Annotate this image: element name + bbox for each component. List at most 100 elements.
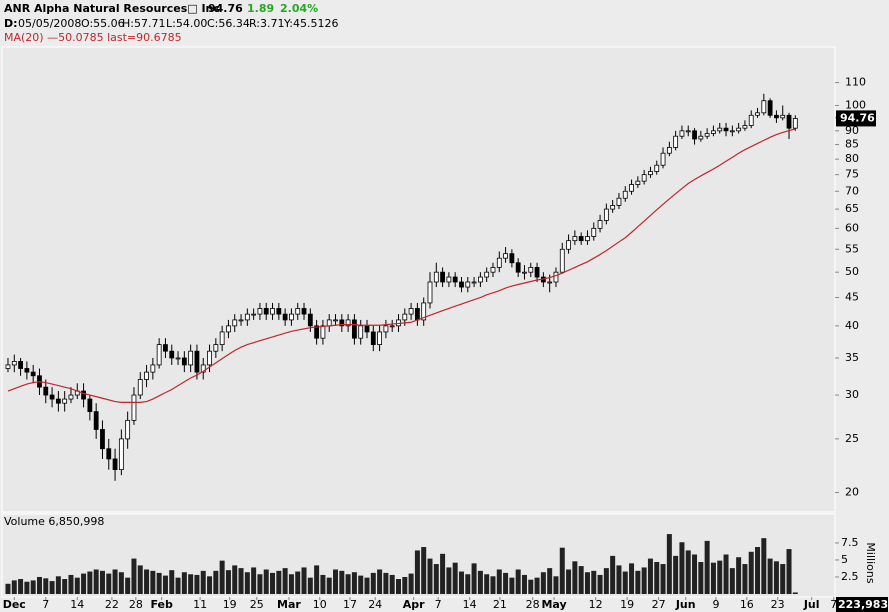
candle-body — [711, 130, 716, 134]
volume-bar — [188, 574, 194, 594]
candle-body — [559, 248, 565, 273]
candle-body — [648, 171, 653, 176]
volume-bar — [99, 570, 105, 594]
candle-body — [496, 257, 502, 268]
candle-body — [459, 281, 464, 288]
volume-bar — [742, 564, 748, 594]
volume-bar — [433, 564, 439, 594]
y-tick-label: 70 — [845, 184, 859, 197]
info-range: R:3.71 — [249, 17, 285, 30]
volume-bar — [112, 569, 118, 594]
candle-body — [666, 147, 672, 154]
volume-bar — [660, 564, 666, 594]
volume-bar — [465, 574, 471, 594]
volume-bar — [710, 562, 716, 594]
candle-body — [175, 357, 181, 360]
candle-body — [446, 276, 452, 283]
candle-body — [616, 197, 622, 206]
candle-body — [43, 386, 49, 396]
ma-line — [7, 128, 796, 403]
volume-bar — [440, 553, 446, 594]
candle-body — [326, 319, 332, 327]
volume-bar — [295, 571, 301, 594]
candle-body — [792, 118, 798, 129]
candle-body — [150, 364, 156, 373]
volume-bar — [654, 562, 660, 594]
x-tick-label: Dec — [3, 598, 26, 611]
candle-body — [452, 276, 458, 283]
volume-bar — [408, 573, 414, 594]
volume-bar — [288, 574, 294, 594]
y-tick-label: 2.5 — [841, 570, 859, 583]
x-tick-label: Mar — [277, 598, 301, 611]
volume-bar — [679, 542, 685, 594]
volume-bar — [484, 574, 490, 594]
volume-bar — [106, 573, 112, 594]
candle-body — [780, 114, 786, 119]
candle-body — [440, 271, 445, 283]
volume-bar — [125, 577, 131, 594]
y-tick-label: 20 — [845, 486, 859, 499]
volume-bar — [137, 565, 143, 594]
candle-body — [131, 394, 137, 421]
volume-bar — [540, 572, 546, 594]
volume-bar — [748, 551, 754, 594]
volume-bar — [18, 579, 24, 594]
x-tick-label: Jun — [675, 598, 696, 611]
candle-body — [188, 350, 194, 366]
candle-body — [370, 331, 376, 345]
candle-body — [49, 394, 55, 400]
candle-body — [685, 130, 691, 133]
x-tick-label: 19 — [223, 598, 237, 611]
y-tick-label: 55 — [845, 242, 859, 255]
candle-body — [345, 319, 351, 327]
candle-body — [320, 325, 326, 339]
volume-bar — [755, 547, 761, 594]
candle-body — [207, 350, 212, 366]
volume-bar — [616, 565, 622, 594]
volume-bar — [446, 567, 452, 594]
volume-bar — [175, 577, 181, 594]
candle-body — [553, 271, 559, 283]
volume-bar — [458, 571, 464, 594]
x-tick-label: 28 — [129, 598, 143, 611]
candle-body — [251, 313, 257, 316]
volume-bar — [685, 550, 691, 594]
candle-body — [786, 114, 792, 129]
volume-bar — [156, 572, 162, 594]
price: 94.76 — [208, 2, 243, 15]
candle-body — [125, 419, 131, 440]
candle-body — [169, 350, 175, 359]
x-tick-label: 16 — [740, 598, 754, 611]
candle-body — [289, 313, 294, 321]
last-volume-box — [836, 597, 888, 612]
last-price-box — [836, 110, 876, 127]
candle-body — [352, 319, 357, 339]
candle-body — [572, 236, 578, 242]
candle-body — [18, 361, 23, 369]
candle-body — [112, 458, 118, 471]
candle-body — [484, 271, 490, 278]
candle-body — [62, 398, 68, 404]
volume-bar — [521, 574, 527, 594]
volume-bar — [553, 576, 559, 594]
candle-body — [761, 100, 767, 114]
volume-bar — [225, 570, 231, 594]
volume-bar — [559, 547, 565, 594]
volume-bar — [339, 570, 345, 594]
candle-body — [11, 361, 17, 366]
volume-bar — [307, 577, 313, 594]
candle-body — [81, 390, 86, 400]
y-tick-label: 75 — [845, 168, 859, 181]
volume-bar — [584, 572, 590, 594]
x-tick-label: Feb — [150, 598, 173, 611]
volume-bar — [610, 555, 616, 594]
candle-body — [68, 394, 74, 400]
volume-bar — [704, 540, 710, 594]
volume-bar — [509, 577, 515, 594]
volume-bar — [326, 577, 332, 594]
candle-body — [591, 227, 597, 237]
x-tick-label: 22 — [105, 598, 119, 611]
x-tick-label: 14 — [70, 598, 84, 611]
volume-bar — [43, 578, 49, 594]
